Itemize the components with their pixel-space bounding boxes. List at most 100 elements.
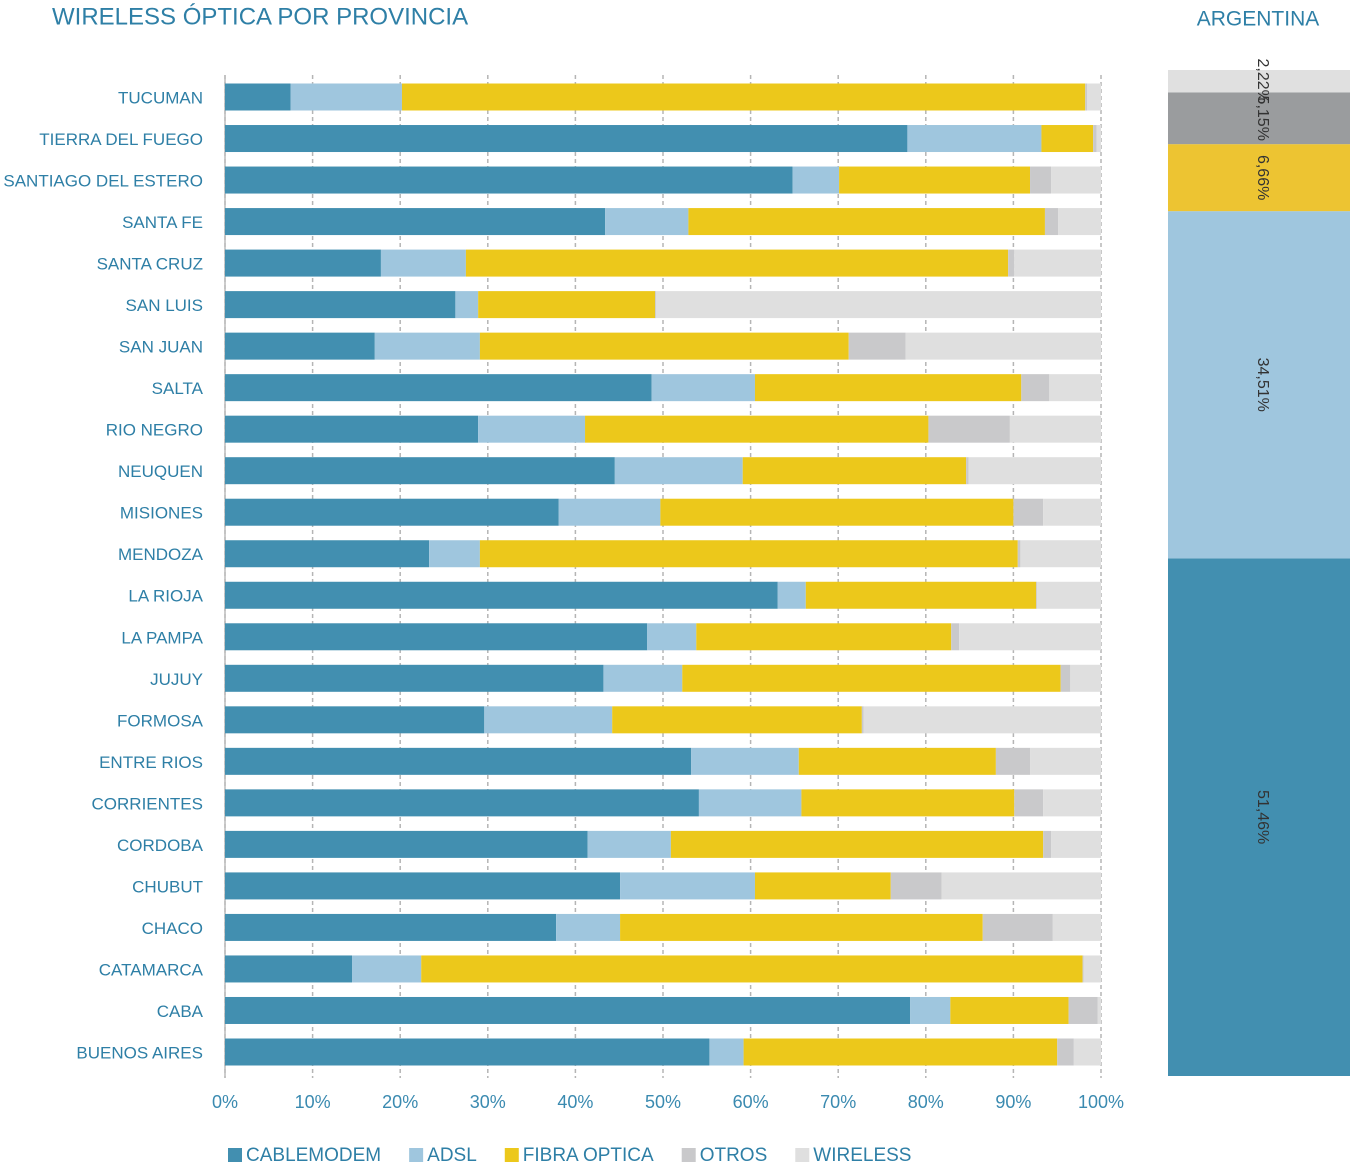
- bar-segment: [1017, 540, 1021, 568]
- y-tick-label: FORMOSA: [117, 711, 204, 730]
- x-tick-label: 100%: [1078, 1092, 1124, 1112]
- legend-swatch: [409, 1148, 424, 1162]
- y-tick-label: NEUQUEN: [118, 462, 203, 481]
- bar-segment: [1057, 1038, 1074, 1066]
- bar-segment: [743, 1038, 1058, 1066]
- bar-segment: [225, 208, 606, 236]
- chart-title: WIRELESS ÓPTICA POR PROVINCIA: [52, 3, 468, 30]
- bar-segment: [1014, 789, 1044, 817]
- bar-segment: [225, 457, 615, 485]
- bar-segment: [660, 498, 1014, 526]
- bar-segment: [1043, 789, 1101, 817]
- bar-segment: [465, 249, 1009, 277]
- bar-segment: [950, 996, 1069, 1024]
- bar-segment: [691, 747, 799, 775]
- bar-segment: [863, 706, 1101, 734]
- bar-segment: [1083, 955, 1101, 983]
- legend-swatch: [228, 1148, 242, 1162]
- bar-segment: [742, 457, 967, 485]
- bar-segment: [968, 457, 1101, 485]
- bar-segment: [478, 291, 656, 319]
- column-segment: [1168, 144, 1350, 212]
- bar-segment: [225, 830, 588, 858]
- bar-segment: [1096, 125, 1101, 153]
- bar-segment: [1049, 374, 1101, 402]
- bar-segment: [479, 540, 1018, 568]
- data-label: 5,15%: [1254, 96, 1271, 141]
- bar-segment: [1009, 415, 1101, 443]
- bar-segment: [225, 166, 793, 194]
- bar-segment: [1060, 664, 1071, 692]
- bar-segment: [670, 830, 1044, 858]
- bar-segment: [605, 208, 689, 236]
- bar-segment: [848, 332, 906, 360]
- x-tick-label: 70%: [820, 1092, 856, 1112]
- y-tick-label: CABA: [157, 1002, 204, 1021]
- bar-segment: [620, 872, 755, 900]
- bar-segment: [585, 415, 929, 443]
- bar-segment: [225, 664, 604, 692]
- y-tick-label: CORDOBA: [117, 836, 204, 855]
- bar-segment: [225, 332, 375, 360]
- bar-segment: [709, 1038, 744, 1066]
- x-tick-label: 0%: [212, 1092, 238, 1112]
- bar-segment: [1043, 830, 1052, 858]
- bar-segment: [910, 996, 951, 1024]
- x-tick-label: 40%: [557, 1092, 593, 1112]
- bar-segment: [225, 872, 621, 900]
- y-tick-label: CORRIENTES: [92, 794, 203, 813]
- bar-segment: [1043, 498, 1101, 526]
- legend-label: WIRELESS: [813, 1145, 911, 1165]
- x-tick-label: 30%: [470, 1092, 506, 1112]
- bar-segment: [225, 913, 557, 941]
- bar-segment: [1014, 249, 1101, 277]
- bar-segment: [225, 498, 559, 526]
- bar-segment: [225, 623, 648, 651]
- y-tick-label: BUENOS AIRES: [76, 1043, 203, 1062]
- bar-segment: [421, 955, 1083, 983]
- y-tick-label: MISIONES: [120, 504, 203, 523]
- data-label: 51,46%: [1254, 790, 1271, 844]
- y-tick-label: TIERRA DEL FUEGO: [39, 130, 203, 149]
- bar-segment: [603, 664, 683, 692]
- y-tick-label: SAN LUIS: [126, 296, 203, 315]
- bar-segment: [225, 996, 911, 1024]
- data-label: 2,22%: [1254, 58, 1271, 103]
- bar-segment: [698, 789, 802, 817]
- bar-segment: [1073, 1038, 1101, 1066]
- y-tick-label: SANTA CRUZ: [97, 255, 203, 274]
- bar-segment: [479, 332, 849, 360]
- x-tick-label: 50%: [645, 1092, 681, 1112]
- bar-segment: [995, 747, 1031, 775]
- bar-segment: [225, 1038, 710, 1066]
- bar-segment: [225, 747, 692, 775]
- bar-segment: [1036, 581, 1038, 609]
- bar-segment: [1086, 83, 1101, 111]
- bar-segment: [928, 415, 1010, 443]
- bar-segment: [1030, 747, 1101, 775]
- bar-segment: [1058, 208, 1101, 236]
- bar-segment: [225, 706, 485, 734]
- bar-segment: [754, 374, 1022, 402]
- column-segment: [1168, 211, 1350, 559]
- bar-segment: [225, 415, 479, 443]
- bar-segment: [1052, 913, 1101, 941]
- legend-label: OTROS: [700, 1145, 768, 1165]
- bar-segment: [655, 291, 1101, 319]
- legend-label: FIBRA OPTICA: [523, 1145, 654, 1165]
- bar-segment: [1020, 540, 1101, 568]
- legend-swatch: [504, 1148, 519, 1162]
- bar-segment: [655, 291, 656, 319]
- bar-segment: [225, 249, 381, 277]
- bar-segment: [225, 581, 778, 609]
- bar-segment: [1051, 166, 1101, 194]
- bar-segment: [688, 208, 1045, 236]
- bar-segment: [1085, 83, 1087, 111]
- bar-segment: [1013, 498, 1044, 526]
- y-tick-label: CHUBUT: [132, 877, 203, 896]
- bar-segment: [966, 457, 969, 485]
- y-tick-label: SANTA FE: [122, 213, 203, 232]
- bar-segment: [1030, 166, 1052, 194]
- bar-segment: [374, 332, 480, 360]
